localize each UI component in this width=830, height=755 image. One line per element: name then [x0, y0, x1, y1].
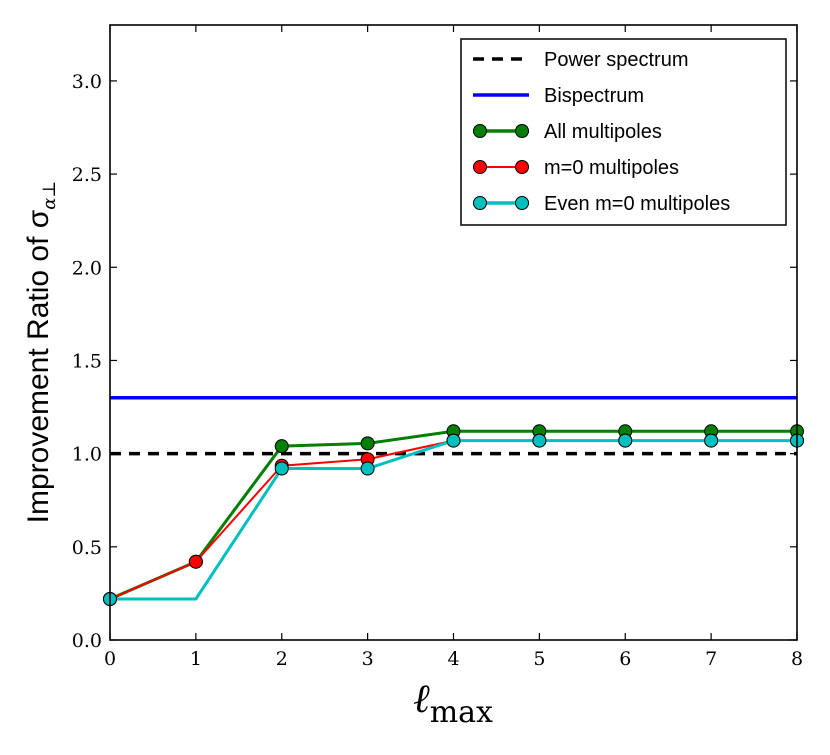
y-axis-label: Improvement Ratio of σα⊥ [22, 181, 60, 524]
x-axis-label-main: ℓ [413, 676, 430, 722]
x-tick-label: 5 [533, 648, 545, 670]
data-point [188, 554, 203, 569]
legend-marker [473, 160, 487, 174]
legend-marker [515, 124, 529, 138]
legend-item: Bispectrum [473, 85, 644, 107]
data-point [446, 433, 461, 448]
x-tick-label: 0 [104, 648, 116, 670]
legend-item: All multipoles [473, 121, 662, 143]
y-tick-label: 0.0 [72, 630, 102, 652]
plot-frame [109, 24, 798, 641]
x-tick-label: 1 [190, 648, 202, 670]
data-point [360, 461, 375, 476]
legend-item: Even m=0 multipoles [473, 193, 730, 215]
x-axis-label-sub: max [430, 695, 493, 730]
x-tick-label: 3 [362, 648, 374, 670]
data-point [274, 461, 289, 476]
y-axis-label-main: Improvement Ratio of σ [22, 209, 55, 523]
y-axis-label-sub: α⊥ [39, 181, 60, 210]
plot-series [103, 395, 804, 606]
legend-label: m=0 multipoles [544, 157, 679, 179]
data-point [618, 433, 633, 448]
y-tick-label: 2.5 [72, 164, 102, 186]
y-tick-label: 1.5 [72, 350, 102, 372]
legend-label: All multipoles [544, 121, 662, 143]
x-tick-label: 2 [276, 648, 288, 670]
y-tick-label: 1.0 [72, 444, 102, 466]
y-ticks: 0.0 0.5 1.0 1.5 2.0 2.5 3.0 [72, 71, 797, 652]
x-tick-label: 4 [447, 648, 459, 670]
legend-label: Even m=0 multipoles [544, 193, 730, 215]
x-tick-label: 8 [791, 648, 803, 670]
legend-label: Power spectrum [544, 49, 689, 71]
series-even-m-0-multipoles [103, 433, 804, 606]
data-point [274, 439, 289, 454]
data-point [360, 436, 375, 451]
legend-marker [473, 196, 487, 210]
legend-marker [515, 160, 529, 174]
y-tick-label: 0.5 [72, 537, 102, 559]
legend-marker [515, 196, 529, 210]
legend-label: Bispectrum [544, 85, 644, 107]
legend-item: Power spectrum [473, 49, 689, 71]
data-point [704, 433, 719, 448]
legend-item: m=0 multipoles [473, 157, 679, 179]
x-tick-label: 7 [705, 648, 717, 670]
data-point [532, 433, 547, 448]
y-tick-label: 3.0 [72, 71, 102, 93]
legend-marker [473, 124, 487, 138]
x-tick-label: 6 [619, 648, 631, 670]
x-ticks: 0 1 2 3 4 5 6 7 8 [104, 25, 803, 670]
y-tick-label: 2.0 [72, 257, 102, 279]
legend: Power spectrum Bispectrum All multipoles m=… [460, 38, 787, 226]
series-line [110, 439, 797, 601]
x-axis-label: ℓmax [413, 676, 493, 730]
